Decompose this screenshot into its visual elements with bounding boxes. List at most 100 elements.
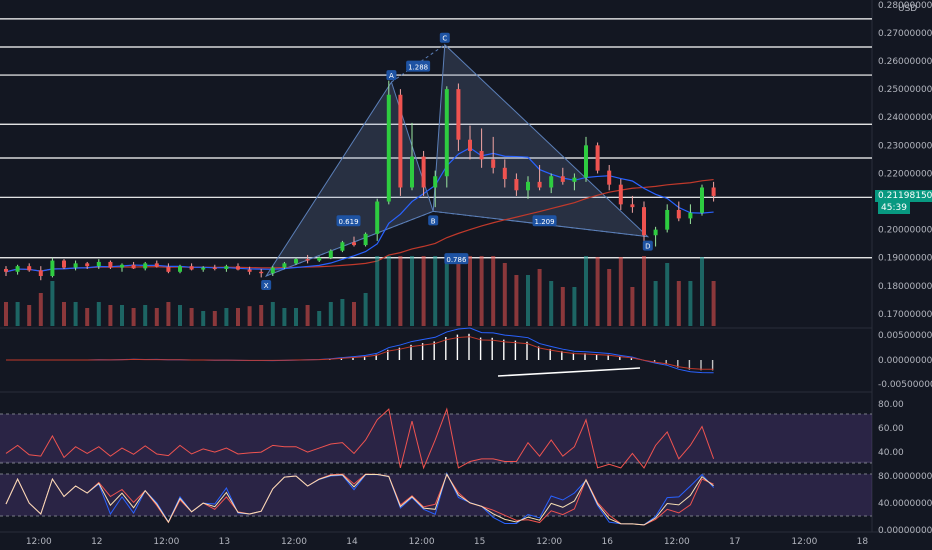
volume-bar xyxy=(607,269,612,326)
volume-bar xyxy=(294,308,298,326)
candle-body xyxy=(688,212,693,219)
candle-body xyxy=(282,263,287,268)
volume-bar xyxy=(560,287,565,326)
volume-bar xyxy=(259,305,264,326)
volume-bar xyxy=(410,256,414,326)
fib-ratio-label: 0.619 xyxy=(338,218,358,226)
time-axis-label: 12:00 xyxy=(409,537,435,547)
candle-body xyxy=(50,260,55,277)
macd-tick-label: -0.00500000 xyxy=(878,380,932,390)
volume-bar xyxy=(247,306,252,326)
candle-body xyxy=(502,167,507,180)
candle-body xyxy=(514,179,519,191)
fib-ratio-badge xyxy=(532,215,557,227)
volume-bar xyxy=(154,308,159,326)
candle-body xyxy=(665,209,670,230)
volume-bar xyxy=(642,256,646,326)
volume-bar xyxy=(15,302,20,326)
volume-bar xyxy=(178,305,182,326)
volume-bar xyxy=(108,305,113,326)
candle-body xyxy=(178,266,182,272)
currency-label: USD xyxy=(898,4,918,14)
time-axis-label: 15 xyxy=(474,537,485,547)
candle-body xyxy=(618,184,623,205)
candle-body xyxy=(549,176,554,188)
volume-bar xyxy=(386,256,391,326)
volume-bar xyxy=(201,311,206,326)
volume-bar xyxy=(433,256,438,326)
time-axis-label: 12:00 xyxy=(26,537,52,547)
candle-body xyxy=(375,201,380,234)
stoch-smooth-line xyxy=(5,472,714,526)
volume-bar xyxy=(189,308,194,326)
volume-bar xyxy=(514,275,519,326)
pattern-point-label: C xyxy=(442,35,447,43)
candle-body xyxy=(62,260,66,268)
candle-body xyxy=(15,266,20,272)
candle-body xyxy=(212,267,217,269)
volume-bar xyxy=(328,302,333,326)
volume-bar xyxy=(305,305,310,326)
volume-bar xyxy=(224,308,229,326)
candle-body xyxy=(120,264,124,268)
price-tick-label: 0.27000000 xyxy=(878,29,932,39)
volume-bar xyxy=(120,305,124,326)
pattern-point-label: D xyxy=(645,243,650,251)
candle-body xyxy=(340,242,345,251)
candle-body xyxy=(166,266,171,272)
time-axis-label: 12:00 xyxy=(536,537,562,547)
stoch-tick-label: 0.00000000 xyxy=(878,526,932,536)
rsi-tick-label: 60.00 xyxy=(878,424,904,434)
candle-body xyxy=(653,229,658,236)
candle-body xyxy=(363,233,368,246)
pattern-point-badge xyxy=(642,240,653,251)
candle-body xyxy=(676,209,681,219)
volume-bar xyxy=(711,281,716,326)
price-tick-label: 0.26000000 xyxy=(878,57,932,67)
volume-bar xyxy=(526,275,530,326)
price-tick-label: 0.24000000 xyxy=(878,113,932,123)
volume-bar xyxy=(398,256,403,326)
candle-body xyxy=(270,267,275,274)
volume-bar xyxy=(468,256,472,326)
candle-body xyxy=(328,250,333,258)
stoch-d-line xyxy=(5,473,714,526)
time-axis-label: 18 xyxy=(857,537,869,547)
candle-body xyxy=(421,156,426,188)
fib-ratio-badge xyxy=(444,253,469,265)
volume-bar xyxy=(653,281,658,326)
time-axis-label: 13 xyxy=(219,537,230,547)
candle-body xyxy=(491,159,496,168)
price-tick-label: 0.22000000 xyxy=(878,169,932,179)
volume-bar xyxy=(688,281,693,326)
volume-bar xyxy=(456,256,461,326)
volume-bar xyxy=(537,269,542,326)
time-axis-label: 12:00 xyxy=(664,537,690,547)
candle-body xyxy=(189,266,194,270)
candle-body xyxy=(642,207,646,236)
volume-bar xyxy=(131,308,136,326)
volume-bar xyxy=(491,256,496,326)
candle-body xyxy=(560,176,565,182)
volume-bar xyxy=(444,256,449,326)
candle-body xyxy=(4,268,8,272)
price-tick-label: 0.28000000 xyxy=(878,1,932,11)
countdown-badge: 45:39 xyxy=(878,202,910,214)
rsi-line xyxy=(5,407,715,470)
volume-bar xyxy=(630,287,635,326)
candle-body xyxy=(201,267,206,270)
candle-body xyxy=(537,181,542,188)
macd-signal-line xyxy=(6,336,714,370)
candle-body xyxy=(526,181,530,191)
fib-ratio-badge xyxy=(336,215,361,227)
candle-body xyxy=(108,261,113,268)
candle-body xyxy=(305,259,310,261)
candle-body xyxy=(352,242,356,246)
volume-bar xyxy=(50,281,55,326)
candle-body xyxy=(433,176,438,188)
pattern-point-badge xyxy=(386,70,397,81)
volume-bar xyxy=(595,257,600,326)
pattern-point-badge xyxy=(261,280,272,291)
time-axis-label: 12:00 xyxy=(153,537,179,547)
